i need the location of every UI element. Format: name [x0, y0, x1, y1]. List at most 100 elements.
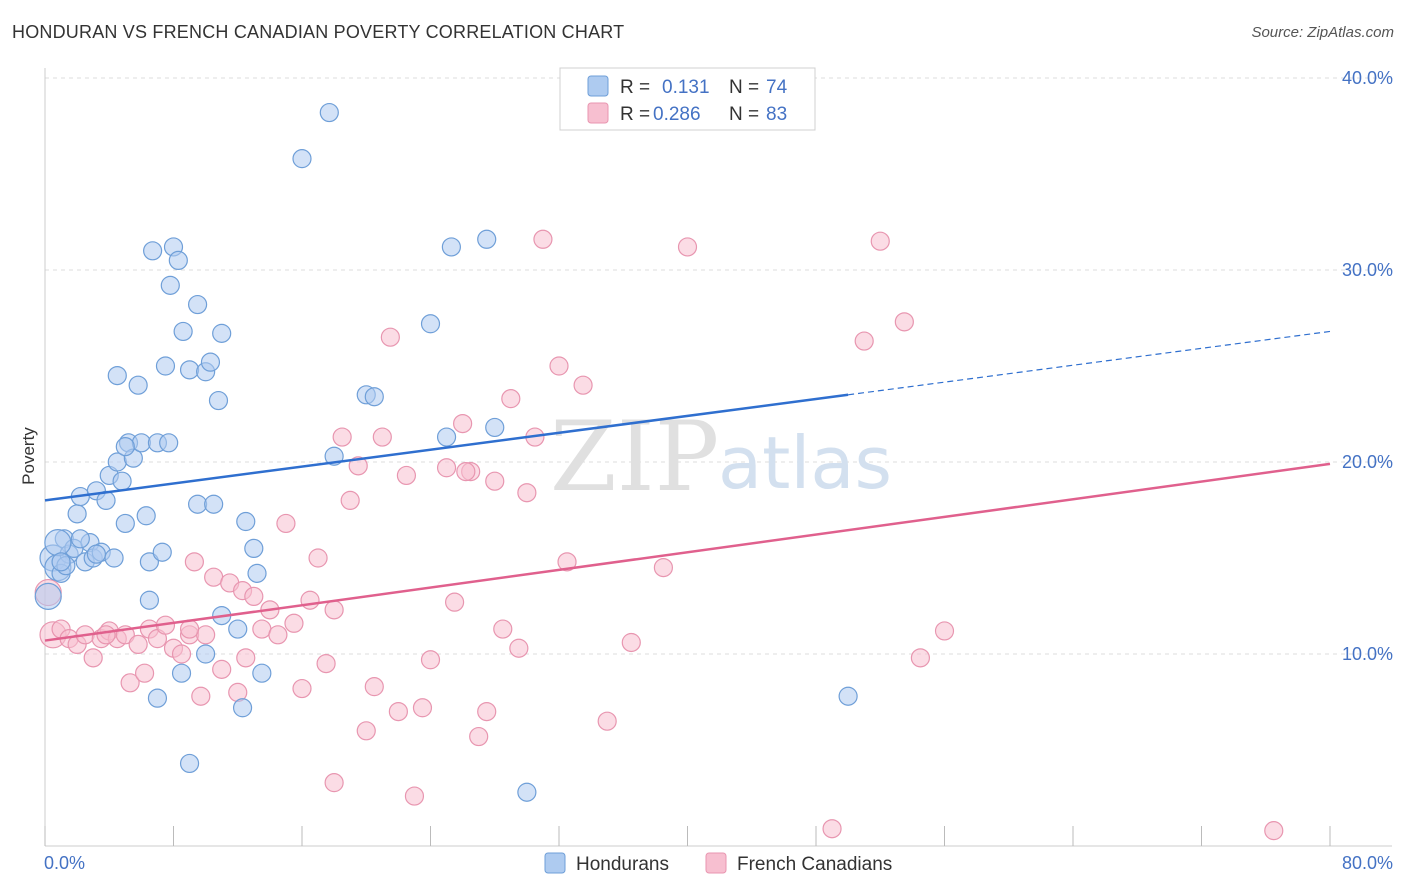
french-canadians-point-62 [517, 483, 537, 503]
hondurans-point-30 [173, 321, 193, 342]
hondurans-point-71 [171, 663, 192, 683]
hondurans-point-26 [155, 356, 176, 376]
french-canadians-trend-line [44, 462, 1331, 642]
hondurans-point-47 [319, 102, 339, 123]
french-canadians-point-33 [276, 513, 296, 534]
french-canadians-point-77 [1264, 821, 1284, 841]
y-tick-label-2: 30.0% [1342, 260, 1393, 280]
watermark-zip: ZIP [550, 401, 719, 513]
french-canadians-point-38 [316, 653, 336, 674]
hondurans-point-63 [44, 529, 72, 557]
gridlines [45, 77, 1392, 655]
french-canadians-point-21 [191, 686, 211, 706]
hondurans-point-67 [196, 644, 216, 664]
french-canadians-point-18 [171, 644, 192, 664]
bottom-legend-hondurans: Hondurans [576, 854, 669, 875]
hondurans-point-25 [152, 542, 172, 562]
hondurans-point-7 [67, 504, 87, 524]
french-canadians-point-28 [236, 648, 256, 668]
hondurans-point-69 [247, 563, 267, 583]
french-canadians-point-64 [549, 356, 569, 376]
legend-r-label-2: R = [620, 104, 650, 125]
y-tick-label-0: 10.0% [1342, 644, 1393, 664]
french-canadians-point-61 [509, 638, 529, 658]
legend-r-label-1: R = [620, 77, 650, 98]
french-canadians-point-30 [252, 619, 272, 639]
y-tick-labels: 10.0% 20.0% 30.0% 40.0% [1342, 68, 1393, 664]
hondurans-point-51 [420, 314, 441, 334]
hondurans-point-52 [436, 427, 457, 447]
french-canadians-point-65 [557, 552, 577, 572]
french-canadians-point-50 [412, 698, 433, 718]
hondurans-point-66 [115, 437, 135, 457]
french-canadians-point-53 [444, 592, 465, 612]
french-canadians-point-58 [485, 471, 505, 491]
hondurans-trend-line [44, 393, 849, 502]
french-canadians-point-74 [894, 312, 914, 332]
french-canadians-point-60 [501, 389, 521, 409]
series-french-canadians [34, 229, 1284, 841]
legend-box: R = 0.131 N = 74 R = 0.286 N = 83 [559, 67, 816, 131]
hondurans-trend-extension [848, 330, 1331, 396]
french-canadians-point-49 [404, 786, 425, 806]
french-canadians-point-82 [96, 625, 116, 645]
watermark-atlas: atlas [718, 421, 892, 505]
series-hondurans [34, 102, 858, 802]
french-canadians-point-41 [340, 490, 360, 510]
legend-r-value-1: 0.131 [662, 77, 710, 98]
hondurans-point-58 [107, 366, 127, 386]
hondurans-point-46 [292, 149, 312, 169]
x-tick-label-min: 0.0% [44, 853, 85, 873]
legend-n-value-1: 74 [766, 77, 788, 98]
legend-r-value-2: 0.286 [653, 104, 701, 125]
hondurans-point-29 [168, 250, 188, 270]
french-canadians-point-66 [573, 375, 593, 395]
french-canadians-point-40 [332, 427, 352, 447]
french-canadians-point-34 [284, 613, 304, 633]
hondurans-point-39 [147, 688, 168, 708]
chart-title: HONDURAN VS FRENCH CANADIAN POVERTY CORR… [12, 22, 625, 42]
y-tick-label-3: 40.0% [1342, 68, 1393, 88]
french-canadians-point-63 [533, 229, 553, 249]
hondurans-point-38 [139, 590, 160, 610]
french-canadians-point-32 [268, 625, 288, 645]
french-canadians-point-20 [184, 552, 204, 572]
legend-swatch-blue [587, 75, 609, 97]
hondurans-point-43 [232, 698, 253, 718]
french-canadians-point-45 [372, 427, 392, 447]
french-canadians-point-67 [597, 711, 617, 731]
french-canadians-point-54 [453, 414, 473, 434]
french-canadians-point-35 [292, 678, 312, 699]
hondurans-point-65 [104, 548, 124, 568]
hondurans-point-72 [51, 552, 71, 572]
hondurans-point-73 [143, 241, 163, 261]
french-canadians-point-12 [128, 634, 148, 655]
hondurans-point-42 [228, 619, 248, 639]
french-canadians-point-46 [380, 327, 400, 347]
legend-n-label-2: N = [729, 104, 759, 125]
french-canadians-point-71 [822, 819, 842, 839]
french-canadians-point-22 [196, 625, 216, 645]
hondurans-point-57 [838, 686, 858, 706]
french-canadians-point-47 [388, 701, 408, 722]
french-canadians-point-75 [910, 648, 931, 668]
hondurans-point-56 [517, 782, 537, 802]
source-label: Source: ZipAtlas.com [1251, 24, 1394, 41]
bottom-legend: Hondurans French Canadians [544, 852, 892, 875]
french-canadians-point-29 [244, 586, 264, 607]
hondurans-point-0 [34, 582, 62, 611]
hondurans-point-35 [208, 390, 229, 411]
hondurans-point-17 [112, 471, 132, 491]
hondurans-point-22 [136, 506, 156, 526]
french-canadians-point-13 [134, 663, 155, 683]
hondurans-point-31 [179, 360, 200, 380]
french-canadians-point-57 [477, 701, 497, 722]
french-canadians-point-68 [621, 632, 641, 653]
legend-swatch-pink [587, 102, 609, 124]
french-canadians-point-78 [456, 462, 476, 482]
french-canadians-point-72 [854, 331, 874, 351]
axes [44, 68, 1392, 847]
hondurans-point-23 [139, 552, 160, 572]
hondurans-point-68 [236, 511, 256, 532]
